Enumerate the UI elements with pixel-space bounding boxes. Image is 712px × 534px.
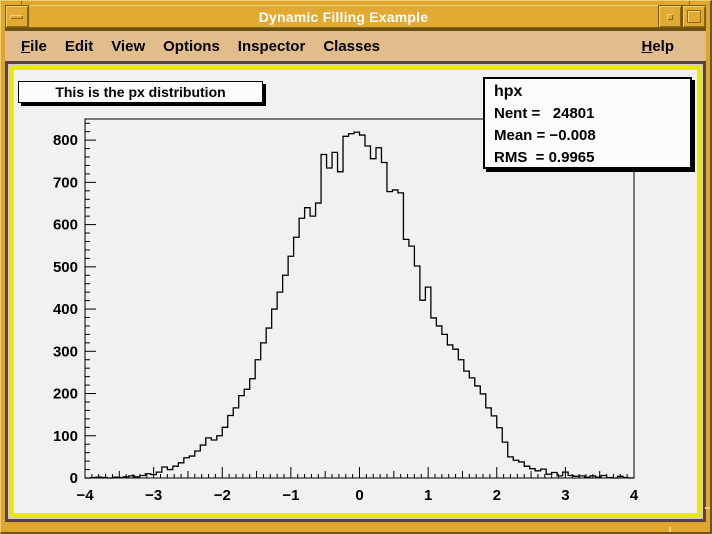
x-tick-label: −4 [76,487,94,504]
x-tick-label: −1 [282,487,299,504]
axis-frame [84,118,635,479]
title-pave[interactable]: This is the px distribution [18,81,263,103]
y-tick-label: 400 [53,301,78,318]
y-tick-label: 200 [53,386,78,403]
border-notch-top-right [689,1,690,5]
histogram-line [85,131,634,479]
menu-item-edit[interactable]: Edit [64,37,94,55]
menubar: File Edit View Options Inspector Classes Help [5,31,706,61]
titlebar[interactable]: Dynamic Filling Example [5,5,706,28]
border-notch-bottom [669,527,671,532]
border-notch-right [705,507,710,509]
stats-mean: Mean = −0.008 [494,127,596,144]
titlebar-separator [5,28,706,31]
window-menu-button[interactable] [5,5,29,28]
iconify-button[interactable] [658,5,682,28]
x-tick-label: 1 [424,487,432,504]
x-tick-label: −3 [145,487,162,504]
menu-item-view[interactable]: View [111,37,146,55]
plot-area: −4 −3 −2 −1 0 1 2 3 4 0 100 200 300 400 500 600 700 800 [53,118,639,504]
menu-item-file[interactable]: File [21,37,47,55]
x-tick-label: 2 [493,487,501,504]
menu-item-inspector[interactable]: Inspector [237,37,306,55]
stats-entries: Nent = 24801 [494,105,595,122]
stats-rms: RMS = 0.9965 [494,149,595,166]
y-tick-label: 100 [53,428,78,445]
x-tick-label: 4 [630,487,639,504]
window-title: Dynamic Filling Example [29,5,658,28]
y-tick-label: 800 [53,132,78,149]
x-tick-label: 0 [355,487,363,504]
menu-item-classes[interactable]: Classes [323,37,381,55]
canvas[interactable]: −4 −3 −2 −1 0 1 2 3 4 0 100 200 300 400 500 600 700 800 T… [14,70,697,513]
iconify-dot-icon [667,14,673,20]
maximize-button[interactable] [682,5,706,28]
x-tick-label: −2 [214,487,231,504]
stats-pave[interactable]: hpx Nent = 24801 Mean = −0.008 RMS = 0.9… [483,77,692,169]
y-tick-label: 700 [53,174,78,191]
stats-hist-name: hpx [494,83,523,100]
x-tick-label: 3 [561,487,569,504]
border-notch-top-left [21,1,22,5]
menu-item-help[interactable]: Help [641,37,674,55]
pad-highlight-border: −4 −3 −2 −1 0 1 2 3 4 0 100 200 300 400 500 600 700 800 T… [10,66,701,517]
maximize-square-icon [687,10,701,23]
main-frame: −4 −3 −2 −1 0 1 2 3 4 0 100 200 300 400 500 600 700 800 T… [5,61,706,522]
y-tick-label: 600 [53,217,78,234]
y-tick-label: 300 [53,343,78,360]
y-tick-label: 500 [53,259,78,276]
menu-item-options[interactable]: Options [163,37,220,55]
y-tick-label: 0 [70,470,78,487]
histogram-title: This is the px distribution [55,84,226,100]
window-menu-dash-icon [10,15,23,19]
